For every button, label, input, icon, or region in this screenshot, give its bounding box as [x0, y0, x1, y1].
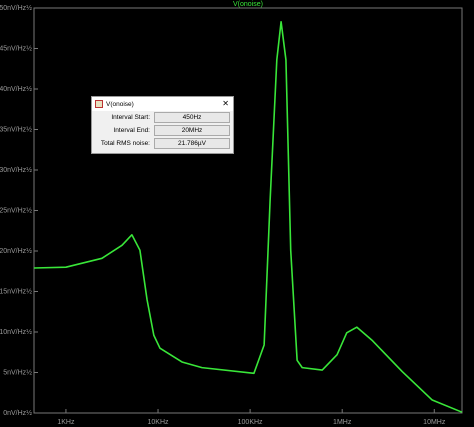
icon [95, 100, 103, 108]
y-tick-label: 40nV/Hz½ [0, 85, 32, 93]
dialog-row: Interval End: 20MHz [92, 124, 233, 137]
dialog-titlebar: V(onoise) ✕ [92, 97, 233, 111]
dialog-row: Interval Start: 450Hz [92, 111, 233, 124]
y-tick-label: 5nV/Hz½ [3, 368, 32, 376]
y-tick-label: 25nV/Hz½ [0, 206, 32, 214]
y-tick-label: 30nV/Hz½ [0, 166, 32, 174]
field-label: Total RMS noise: [100, 140, 150, 147]
y-tick-label: 15nV/Hz½ [0, 287, 32, 295]
dialog-row: Total RMS noise: 21.786µV [92, 137, 233, 150]
y-tick-label: 10nV/Hz½ [0, 328, 32, 336]
close-button[interactable]: ✕ [222, 99, 229, 108]
y-tick-label: 35nV/Hz½ [0, 125, 32, 133]
y-tick-label: 20nV/Hz½ [0, 247, 32, 255]
x-tick-label: 10KHz [148, 419, 170, 426]
dialog-body: Interval Start: 450Hz Interval End: 20MHz To… [92, 111, 233, 150]
x-tick-label: 1MHz [333, 419, 352, 426]
y-tick-label: 0nV/Hz½ [3, 409, 32, 417]
field-value[interactable]: 21.786µV [154, 138, 230, 149]
field-value[interactable]: 450Hz [154, 112, 230, 123]
x-tick-label: 1KHz [57, 419, 75, 426]
field-label: Interval Start: [111, 114, 150, 121]
x-tick-label: 10MHz [423, 419, 446, 426]
y-tick-label: 50nV/Hz½ [0, 4, 32, 12]
plot-frame [33, 7, 463, 414]
chart-title: V(onoise) [233, 1, 263, 8]
noise-curve [33, 20, 463, 413]
field-value[interactable]: 20MHz [154, 125, 230, 136]
y-tick-label: 45nV/Hz½ [0, 44, 32, 52]
dialog-title: V(onoise) [106, 100, 134, 108]
x-tick-label: 100KHz [238, 419, 263, 426]
dialog[interactable]: V(onoise) ✕ Interval Start: 450Hz Interval … [91, 96, 234, 154]
field-label: Interval End: [113, 127, 151, 134]
